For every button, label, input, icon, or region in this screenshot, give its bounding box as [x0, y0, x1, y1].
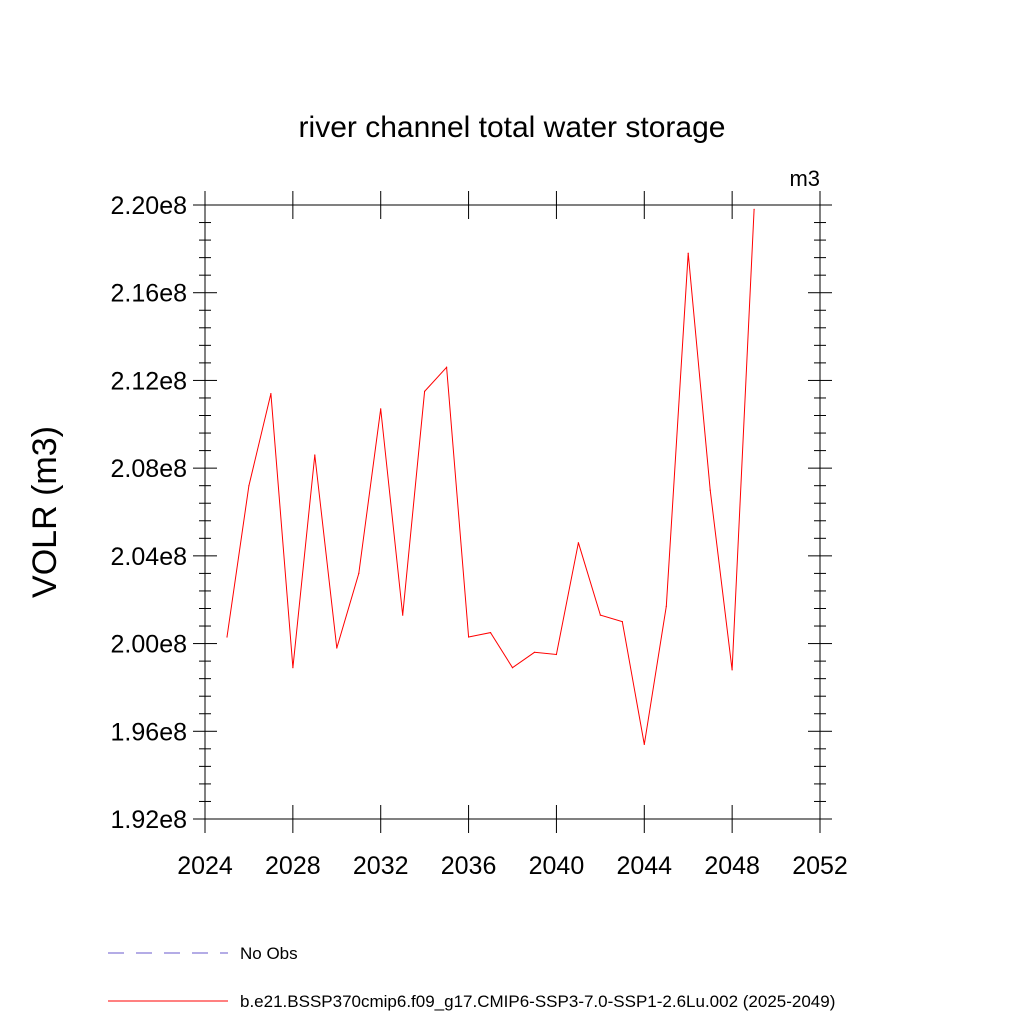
x-tick-label: 2044: [616, 852, 672, 880]
data-point: [511, 667, 514, 669]
x-tick-label: 2036: [441, 852, 497, 880]
data-point: [643, 743, 645, 746]
data-point: [468, 636, 470, 638]
y-tick-label: 2.20e8: [111, 192, 187, 220]
data-point: [665, 605, 667, 607]
units-label: m3: [789, 166, 820, 191]
x-tick-label: 2024: [177, 852, 233, 880]
data-point: [555, 653, 558, 656]
data-point: [248, 485, 250, 487]
x-tick-label: 2048: [704, 852, 760, 880]
data-point: [380, 408, 382, 410]
data-point: [402, 614, 404, 616]
legend: No Obs b.e21.BSSP370cmip6.f09_g17.CMIP6-…: [108, 944, 835, 1011]
data-point: [424, 390, 426, 392]
data-point: [753, 208, 755, 210]
y-tick-label: 1.96e8: [111, 718, 187, 746]
legend-model-label: b.e21.BSSP370cmip6.f09_g17.CMIP6-SSP3-7.…: [240, 992, 835, 1011]
data-point: [533, 651, 536, 653]
data-point: [489, 632, 492, 634]
data-point: [687, 252, 689, 254]
x-tick-label: 2040: [529, 852, 585, 880]
y-tick-label: 2.16e8: [111, 280, 187, 308]
data-point: [270, 393, 272, 395]
data-point: [336, 647, 338, 649]
y-axis-label: VOLR (m3): [26, 426, 64, 598]
x-axis: 2024 2028 2032 2036 2040 2044 2048 2052: [177, 191, 848, 880]
y-axis: 1.92e8 1.96e8 2.00e8 2.04e8 2.08e8 2.12e8 2.16…: [111, 192, 832, 834]
y-tick-label: 2.04e8: [111, 543, 187, 571]
data-point: [621, 621, 623, 623]
data-point: [731, 669, 733, 671]
legend-no-obs-label: No Obs: [240, 944, 298, 963]
series-line: [226, 209, 755, 745]
data-point: [358, 572, 360, 575]
y-tick-label: 1.92e8: [111, 806, 187, 834]
x-tick-label: 2028: [265, 852, 321, 880]
x-tick-label: 2032: [353, 852, 409, 880]
data-point: [292, 667, 294, 669]
data-point: [314, 454, 316, 456]
plot-frame: [204, 204, 821, 820]
chart-title: river channel total water storage: [299, 111, 726, 144]
data-point: [709, 489, 711, 491]
series-layer: [226, 208, 755, 746]
data-point: [599, 614, 602, 616]
y-tick-label: 2.00e8: [111, 631, 187, 659]
y-tick-label: 2.08e8: [111, 455, 187, 483]
data-point: [446, 366, 448, 368]
data-point: [577, 542, 580, 544]
data-point: [226, 636, 228, 638]
x-tick-label: 2052: [792, 852, 848, 880]
y-tick-label: 2.12e8: [111, 367, 187, 395]
